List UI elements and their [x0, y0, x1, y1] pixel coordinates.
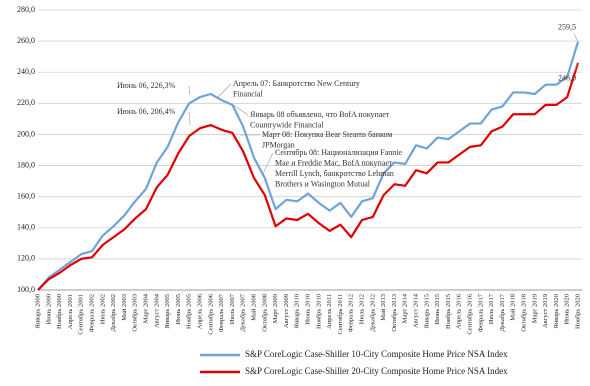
x-tick-label: Ноябрь 2010 — [315, 294, 322, 329]
annotation-leader — [231, 103, 249, 116]
x-tick-label: Май 2013 — [380, 294, 387, 321]
annotation: JPMorgan — [262, 140, 295, 149]
annotation: Сентябрь 08: Национализация Fannie — [275, 148, 403, 157]
annotation: Июнь 06, 206,4% — [117, 107, 176, 116]
x-tick-label: Май 2003 — [121, 294, 128, 321]
x-tick-label: Июль 2007 — [229, 293, 236, 324]
x-tick-label: Май 2018 — [510, 294, 517, 321]
x-tick-label: Март 2019 — [531, 294, 538, 323]
y-tick-label: 100,0 — [17, 285, 35, 294]
x-tick-label: Март 2009 — [272, 294, 279, 323]
x-tick-label: Май 2008 — [250, 294, 257, 321]
annotation-leader — [188, 111, 191, 126]
x-tick-label: Октябрь 2008 — [261, 294, 268, 332]
x-tick-label: Январь 2005 — [164, 294, 171, 329]
x-tick-label: Ноябрь 2000 — [56, 294, 63, 329]
x-tick-label: Февраль 2017 — [477, 293, 484, 332]
annotation: Countrywide Financial — [250, 120, 324, 129]
data-label-leader — [573, 62, 579, 73]
y-tick-label: 160,0 — [17, 191, 35, 200]
y-tick-label: 240,0 — [17, 67, 35, 76]
x-tick-label: Ноябрь 2020 — [574, 294, 581, 329]
data-label: 259,5 — [558, 23, 576, 32]
x-tick-label: Июль 2012 — [358, 294, 365, 324]
x-tick-label: Июнь 2000 — [45, 294, 52, 325]
x-tick-label: Август 2004 — [153, 293, 160, 328]
x-tick-label: Март 2014 — [402, 293, 409, 323]
y-tick-label: 140,0 — [17, 223, 35, 232]
series-line — [37, 62, 580, 291]
x-tick-label: Июнь 2020 — [564, 294, 571, 325]
y-tick-label: 200,0 — [17, 129, 35, 138]
y-tick-label: 180,0 — [17, 160, 35, 169]
annotation: Апрель 07: Банкротство New Century — [233, 79, 360, 88]
x-tick-label: Октябрь 2013 — [391, 294, 398, 332]
x-tick-label: Декабрь 2002 — [110, 294, 117, 332]
annotation: Mae и Freddie Mac, BofA покупает — [275, 158, 393, 167]
x-tick-label: Сентябрь 2001 — [78, 294, 85, 335]
x-tick-label: Август 2009 — [283, 294, 290, 328]
x-tick-label: Январь 2010 — [294, 294, 301, 329]
x-tick-label: Июнь 2005 — [175, 294, 182, 325]
annotation-leader — [188, 85, 191, 96]
x-tick-label: Август 2019 — [542, 294, 549, 328]
x-tick-label: Февраль 2012 — [348, 294, 355, 332]
x-tick-label: Декабрь 2007 — [240, 293, 247, 331]
x-tick-label: Декабрь 2012 — [369, 294, 376, 332]
x-tick-label: Июнь 2015 — [434, 294, 441, 325]
x-tick-label: Апрель 2001 — [67, 294, 74, 329]
x-tick-label: Январь 2020 — [553, 294, 560, 329]
annotation-leader — [217, 83, 232, 98]
annotation: Март 08: Покупка Bear Stearns банком — [262, 130, 392, 139]
x-tick-label: Июль 2002 — [99, 294, 106, 324]
x-tick-label: Февраль 2002 — [88, 294, 95, 332]
x-tick-label: Апрель 2011 — [326, 294, 333, 329]
x-tick-label: Октябрь 2003 — [132, 294, 139, 332]
y-tick-label: 280,0 — [17, 5, 35, 14]
data-label-leader — [573, 33, 579, 43]
x-tick-label: Апрель 2006 — [196, 293, 203, 329]
x-tick-label: Сентябрь 2006 — [207, 293, 214, 334]
y-tick-label: 260,0 — [17, 36, 35, 45]
x-tick-label: Ноябрь 2005 — [186, 294, 193, 329]
annotation: Financial — [233, 89, 264, 98]
x-tick-label: Сентябрь 2016 — [466, 293, 473, 334]
y-tick-label: 220,0 — [17, 98, 35, 107]
annotation: Merrill Lynch, банкротство Lehman — [275, 169, 394, 178]
x-tick-label: Октябрь 2018 — [520, 294, 527, 332]
x-tick-label: Июль 2017 — [488, 293, 495, 324]
x-tick-label: Январь 2015 — [423, 294, 430, 329]
annotation: Brothers и Wasington Mutual — [275, 179, 371, 188]
annotation-leader — [261, 152, 274, 177]
legend-label: S&P CoreLogic Case-Shiller 10-City Compo… — [245, 349, 508, 359]
legend-label: S&P CoreLogic Case-Shiller 20-City Compo… — [245, 366, 508, 376]
y-tick-label: 120,0 — [17, 254, 35, 263]
x-tick-label: Ноябрь 2015 — [445, 294, 452, 329]
x-tick-label: Декабрь 2017 — [499, 293, 506, 331]
x-tick-label: Август 2014 — [412, 293, 419, 328]
x-tick-label: Март 2004 — [142, 293, 149, 323]
x-tick-label: Январь 2000 — [34, 294, 41, 329]
x-tick-label: Апрель 2016 — [456, 293, 463, 329]
x-tick-label: Июнь 2010 — [304, 294, 311, 325]
annotation: Январь 08 объявлено, что BofA покупает — [250, 110, 390, 119]
series-line — [37, 41, 580, 291]
annotation: Июнь 06, 226,3% — [117, 81, 176, 90]
data-label: 246,0 — [558, 74, 576, 83]
x-tick-label: Сентябрь 2011 — [337, 294, 344, 334]
x-tick-label: Февраль 2007 — [218, 293, 225, 332]
